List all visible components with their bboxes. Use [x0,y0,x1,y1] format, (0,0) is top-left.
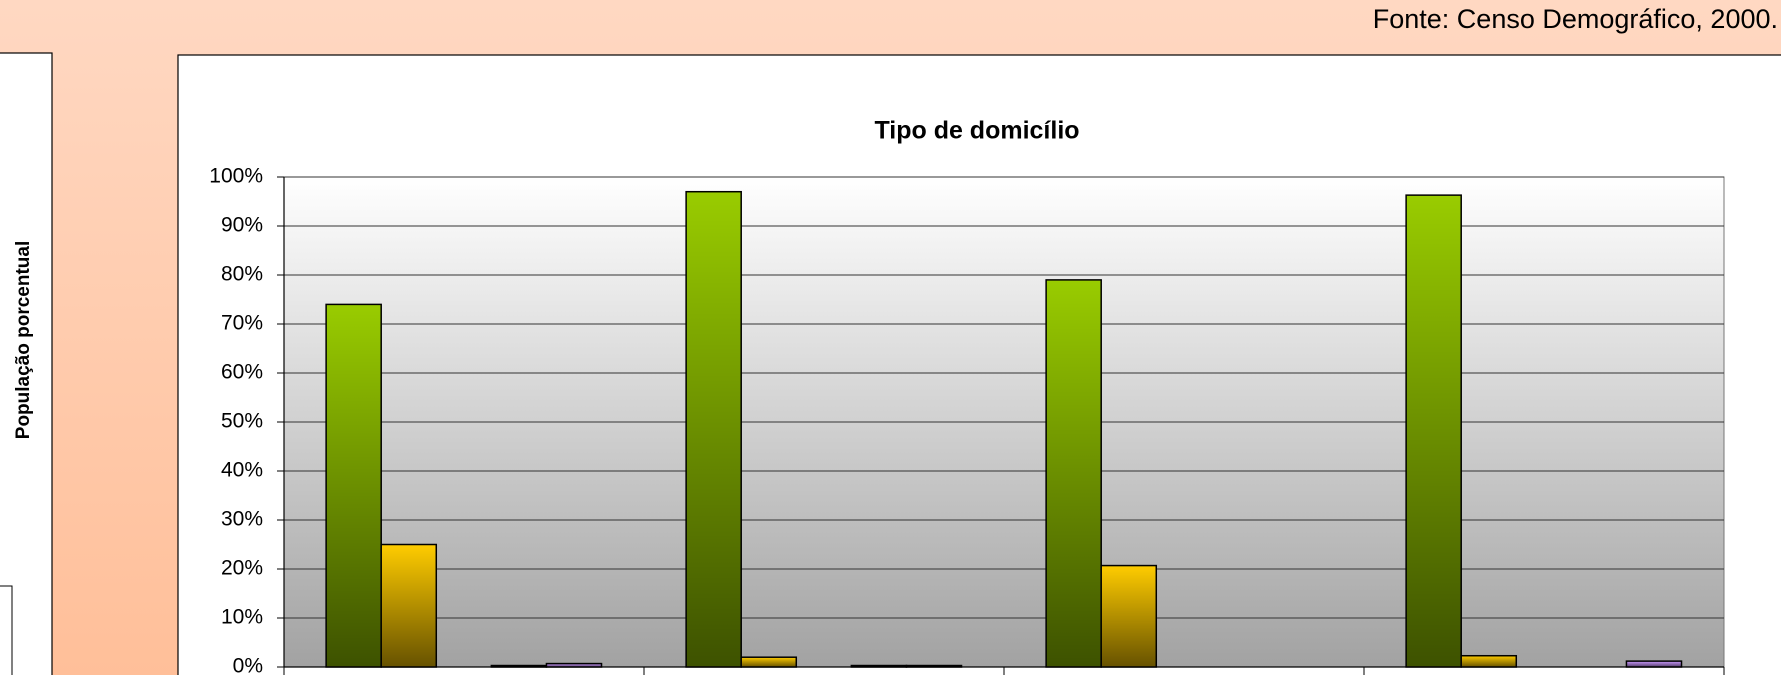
y-tick-label: 10% [221,606,263,629]
y-tick-label: 100% [209,165,263,188]
y-tick-label: 30% [221,508,263,531]
source-note: Fonte: Censo Demográfico, 2000. [1373,4,1778,34]
bar [1405,194,1462,668]
bar [685,190,742,668]
y-tick-label: 50% [221,410,263,433]
bar [380,543,438,668]
chart-title: Tipo de domicílio [874,117,1079,145]
side-legend-box [0,585,13,675]
side-panel [0,52,53,675]
bar [740,656,798,668]
side-y-label: População porcentual [13,241,34,439]
bar [1460,654,1518,668]
y-tick-label: 60% [221,361,263,384]
bar [490,664,548,668]
bar [545,662,603,668]
y-tick-label: 40% [221,459,263,482]
y-tick-label: 0% [233,655,263,675]
bar [1045,279,1102,668]
y-tick-label: 80% [221,263,263,286]
bar [850,664,908,668]
y-tick-label: 20% [221,557,263,580]
bar [905,664,963,668]
bar [1100,564,1158,668]
bar [325,303,382,668]
y-tick-label: 70% [221,312,263,335]
bar [1625,660,1683,668]
y-tick-label: 90% [221,214,263,237]
